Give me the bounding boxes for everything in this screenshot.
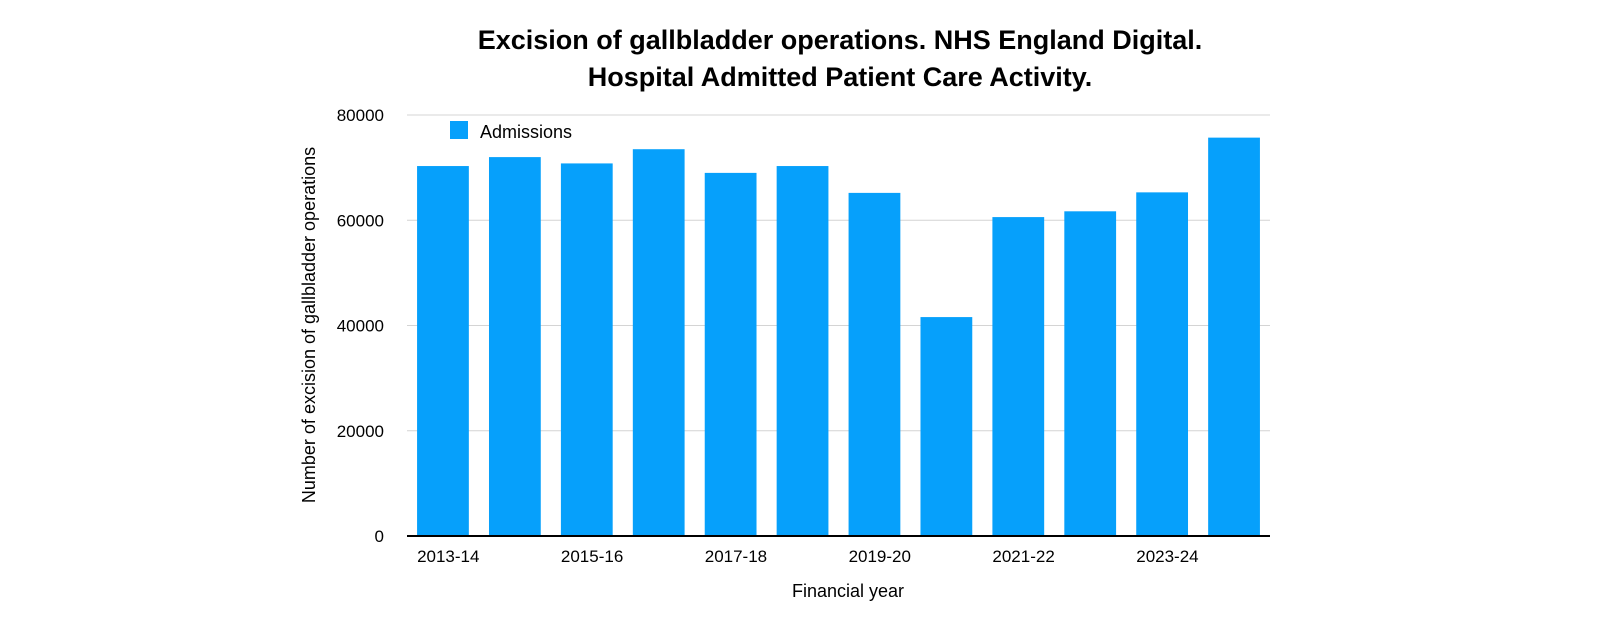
bar-2015-16 xyxy=(560,163,613,537)
y-tick-labels: 0 20000 40000 60000 80000 xyxy=(337,106,384,546)
chart-title-line-2: Hospital Admitted Patient Care Activity. xyxy=(588,62,1093,92)
gridlines xyxy=(407,114,1270,432)
x-axis-label: Financial year xyxy=(792,581,904,601)
chart-title-line-1: Excision of gallbladder operations. NHS … xyxy=(478,25,1203,55)
bar-2017-18 xyxy=(704,172,757,536)
bar-2018-19 xyxy=(776,166,829,536)
legend-swatch-admissions xyxy=(450,121,468,139)
bars xyxy=(417,137,1260,537)
x-tick-label: 2017-18 xyxy=(705,547,767,566)
bar-2016-17 xyxy=(632,149,685,537)
legend-label-admissions: Admissions xyxy=(480,122,572,142)
bar-2014-15 xyxy=(488,157,541,536)
y-tick-label: 0 xyxy=(375,527,384,546)
y-tick-label: 60000 xyxy=(337,211,384,230)
y-tick-label: 20000 xyxy=(337,422,384,441)
bar-2024-25 xyxy=(1208,137,1260,536)
bar-2013-14 xyxy=(417,166,469,536)
y-tick-label: 40000 xyxy=(337,317,384,336)
x-tick-label: 2015-16 xyxy=(561,547,623,566)
bar-2020-21 xyxy=(920,317,973,536)
x-tick-labels: 2013-14 2015-16 2017-18 2019-20 2021-22 2023-… xyxy=(417,547,1199,566)
x-tick-label: 2019-20 xyxy=(849,547,911,566)
x-tick-label: 2013-14 xyxy=(417,547,479,566)
bar-2019-20 xyxy=(848,192,901,536)
x-tick-label: 2021-22 xyxy=(992,547,1054,566)
bar-2022-23 xyxy=(1064,211,1117,536)
legend: Admissions xyxy=(450,121,572,142)
bar-2023-24 xyxy=(1136,192,1189,536)
y-axis-label: Number of excision of gallbladder operat… xyxy=(299,147,319,503)
bar-2021-22 xyxy=(992,217,1045,536)
y-tick-label: 80000 xyxy=(337,106,384,125)
x-tick-label: 2023-24 xyxy=(1136,547,1198,566)
